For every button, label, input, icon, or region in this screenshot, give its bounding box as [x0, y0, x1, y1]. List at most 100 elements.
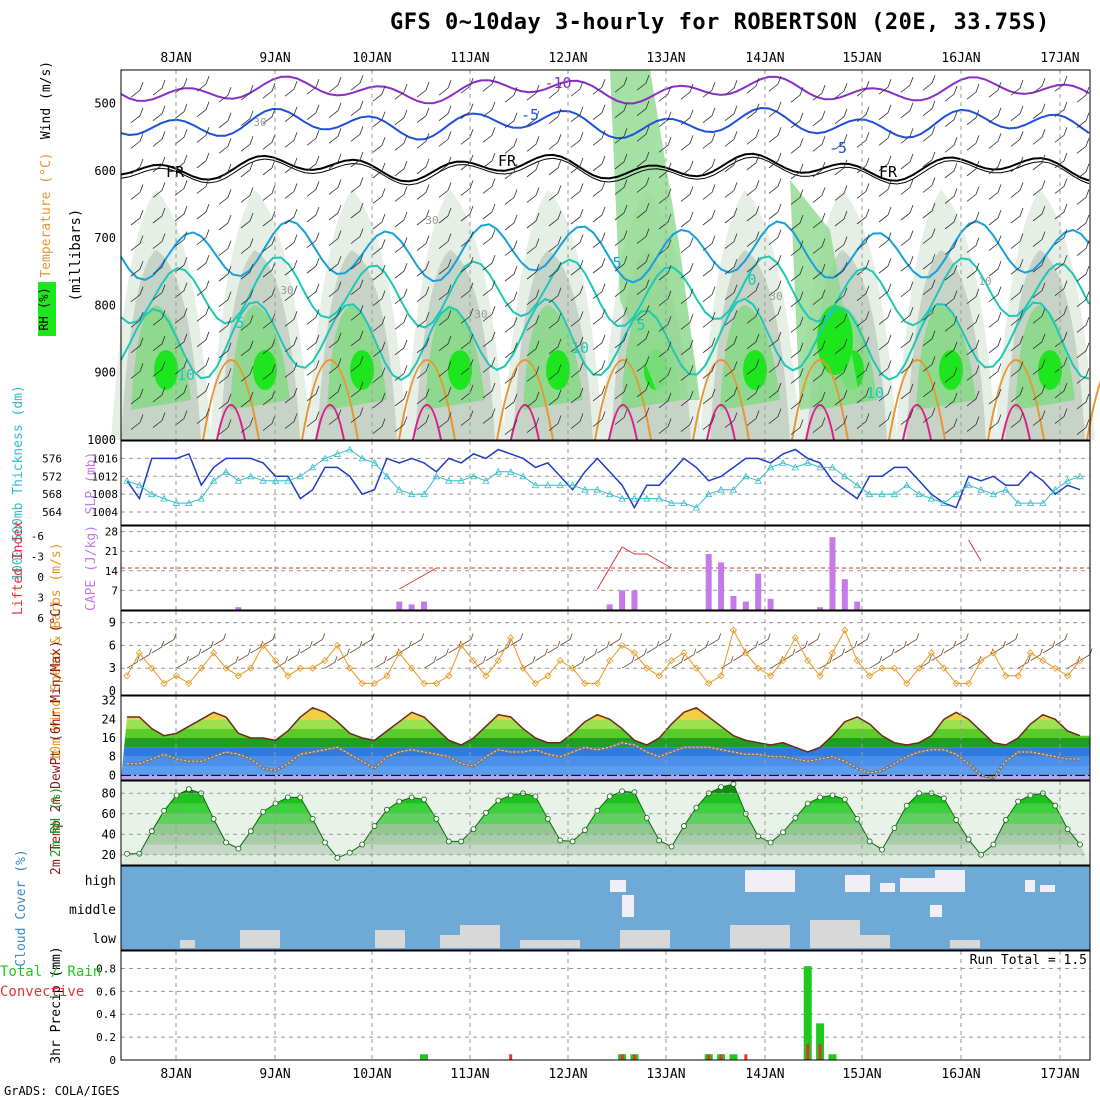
wind-barb — [1042, 640, 1056, 654]
wind-barb — [900, 255, 914, 272]
thickness-marker — [606, 490, 614, 498]
rh-marker — [866, 838, 873, 845]
wind-barb — [306, 360, 320, 376]
wind-barb — [636, 253, 650, 270]
wind-barb — [386, 648, 400, 661]
thickness-tick: 572 — [42, 470, 62, 483]
pressure-tick: 1000 — [87, 433, 116, 447]
thickness-marker — [247, 472, 255, 480]
rh-marker — [965, 836, 972, 843]
thickness-marker — [766, 463, 775, 471]
wind-barb — [350, 330, 364, 347]
thickness-marker — [160, 494, 168, 502]
wind-barb — [372, 188, 386, 204]
run-total-label: Run Total = 1.5 — [970, 953, 1087, 968]
rh-marker — [1015, 798, 1022, 805]
wind-barb — [423, 656, 437, 669]
wind-barb — [812, 366, 826, 382]
wind-barb — [746, 282, 760, 299]
wind-barb — [834, 159, 848, 176]
wind-barb — [1017, 656, 1031, 669]
wind-barb — [240, 85, 254, 101]
wind-barb — [130, 235, 144, 251]
precip-tick: 0.4 — [96, 1008, 116, 1021]
wind-barb — [592, 155, 606, 172]
wind-barb — [834, 236, 848, 252]
wind-barb — [702, 286, 716, 303]
rh-tick: 20 — [102, 848, 116, 862]
temp-band — [121, 756, 1090, 766]
wind-barb — [1054, 331, 1068, 348]
cloud-ylabel: Cloud Cover (%) — [14, 849, 29, 966]
wind-speed-marker — [853, 657, 861, 665]
wind-barb — [834, 364, 848, 380]
wind-barb — [696, 640, 709, 654]
wind-barb — [394, 365, 408, 381]
thickness-tick: 576 — [42, 452, 62, 465]
rh-marker — [247, 828, 254, 835]
wind-barb — [262, 313, 276, 329]
day-label-bottom: 11JAN — [450, 1067, 489, 1082]
wind-speed-marker — [1064, 672, 1072, 680]
wind-barb — [130, 82, 144, 98]
wind-speed-marker — [259, 641, 267, 649]
wind-barb — [636, 407, 650, 423]
wind-barb — [922, 100, 936, 117]
temp-contour-hot — [805, 404, 835, 441]
wind-barb — [636, 356, 650, 372]
convective-bar — [818, 1043, 822, 1060]
wind-barb — [262, 83, 276, 99]
wind-tick: 0 — [109, 684, 116, 698]
contour-label: 30 — [253, 116, 266, 129]
wind-barb — [482, 76, 496, 92]
wind-barb — [284, 259, 298, 276]
rh-marker — [916, 790, 923, 797]
wind-barb — [548, 108, 562, 125]
slp-tick: 1008 — [92, 488, 119, 501]
wind-speed-marker — [222, 664, 230, 672]
wind-barb — [372, 264, 386, 281]
wind-barb — [856, 81, 870, 97]
wind-tick: 9 — [109, 616, 116, 630]
wind-barb — [592, 79, 606, 95]
wind-barb — [522, 656, 536, 669]
wind-barb — [284, 362, 298, 378]
wind-speed-marker — [1014, 672, 1022, 680]
wind-barb — [306, 309, 320, 325]
wind-barb — [504, 189, 518, 205]
wind-speed-marker — [408, 664, 416, 672]
wind-barb — [176, 656, 189, 669]
contour-label: 10 — [978, 275, 991, 288]
thickness-marker — [1002, 485, 1010, 493]
wind-barb — [394, 314, 408, 330]
wind-barb — [196, 254, 210, 271]
temp-tick: 16 — [102, 731, 116, 745]
wind-barb — [1054, 254, 1068, 271]
thickness-marker — [754, 476, 762, 484]
wind-barb — [306, 385, 320, 402]
rh-tick: 40 — [102, 827, 116, 841]
wind-barb — [570, 311, 584, 327]
legend-temperature: Temperature (°C) — [39, 152, 54, 277]
wind-barb — [768, 382, 782, 399]
thickness-marker — [420, 490, 428, 498]
wind-barb — [262, 261, 276, 278]
wind-barb — [1010, 412, 1024, 428]
wind-barb — [438, 361, 452, 377]
wind-barb — [328, 77, 342, 93]
wind-barb — [724, 156, 738, 173]
wind-barb — [658, 162, 672, 179]
rh-marker — [148, 828, 155, 835]
wind-barb — [1032, 231, 1046, 247]
wind-barb — [350, 381, 364, 398]
page-title: GFS 0~10day 3-hourly for ROBERTSON (20E,… — [390, 10, 1050, 35]
wind-barb — [438, 386, 452, 403]
cape-tick: 28 — [105, 526, 118, 539]
wind-barb — [196, 357, 210, 373]
wind-barb — [680, 288, 694, 305]
wind-barb — [856, 285, 870, 302]
wind-barb — [856, 259, 870, 276]
wind-barb — [790, 291, 804, 308]
wind-barb — [548, 134, 562, 150]
wind-barb — [856, 183, 870, 199]
